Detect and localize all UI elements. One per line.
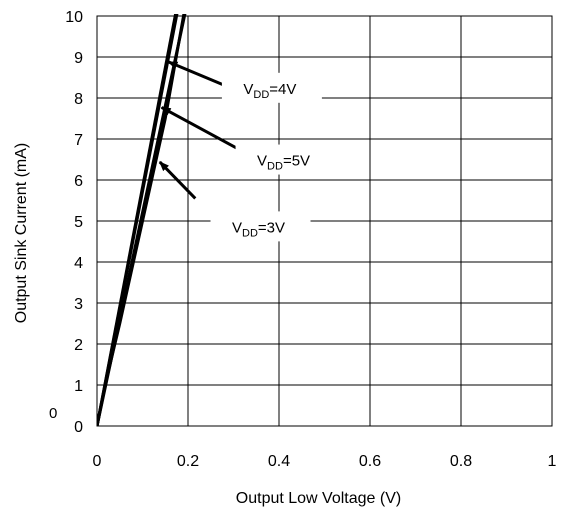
- y-tick-label: 3: [74, 296, 83, 313]
- annotation-bg-2: [210, 211, 311, 242]
- annotations-group: VDD=4V VDD=5V VDD=3V: [158, 60, 336, 242]
- y-tick-label: 6: [74, 173, 83, 190]
- series-line-3: [97, 14, 186, 426]
- annotation-bg-1: [235, 144, 336, 175]
- annotation-label-2: VDD=3V: [232, 219, 285, 239]
- y-tick-label: 2: [74, 337, 83, 354]
- x-tick-label: 1: [548, 453, 557, 470]
- annotation-label-1: VDD=5V: [257, 153, 310, 173]
- y-tick-label: 7: [74, 132, 83, 149]
- x-axis-label: Output Low Voltage (V): [236, 490, 401, 507]
- annotation-bg-0: [221, 72, 322, 103]
- y-tick-label: 0: [74, 419, 83, 436]
- series-line-1: [97, 14, 178, 426]
- x-tick-label: 0.4: [268, 453, 290, 470]
- y-tick-labels: 0 1 2 3 4 5 6 7 8 9 10: [65, 9, 83, 436]
- y-tick-label: 8: [74, 91, 83, 108]
- y-tick-label: 5: [74, 214, 83, 231]
- y-tick-label: 9: [74, 50, 83, 67]
- plot-frame: [96, 15, 553, 427]
- y-tick-label: 4: [74, 255, 83, 272]
- annotation-arrow-0: [167, 60, 231, 90]
- x-tick-labels: 0 0.2 0.4 0.6 0.8 1: [93, 453, 557, 470]
- x-tick-label: 0: [93, 453, 102, 470]
- x-tick-label: 0.6: [359, 453, 381, 470]
- annotation-arrow-1: [160, 106, 244, 153]
- y-axis-label: Output Sink Current (mA): [13, 143, 30, 324]
- y-tick-label: 1: [74, 378, 83, 395]
- y-tick-label: 10: [65, 9, 83, 26]
- x-tick-label: 0.2: [177, 453, 199, 470]
- annotation-arrow-2: [158, 160, 197, 200]
- extra-zero-label: 0: [49, 405, 57, 422]
- x-tick-label: 0.8: [450, 453, 472, 470]
- annotation-label-0: VDD=4V: [243, 81, 296, 101]
- series-group: [97, 14, 187, 426]
